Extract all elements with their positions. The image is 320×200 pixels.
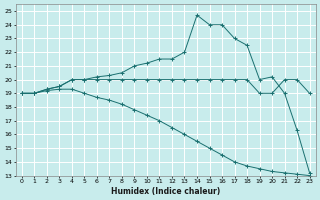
X-axis label: Humidex (Indice chaleur): Humidex (Indice chaleur): [111, 187, 220, 196]
